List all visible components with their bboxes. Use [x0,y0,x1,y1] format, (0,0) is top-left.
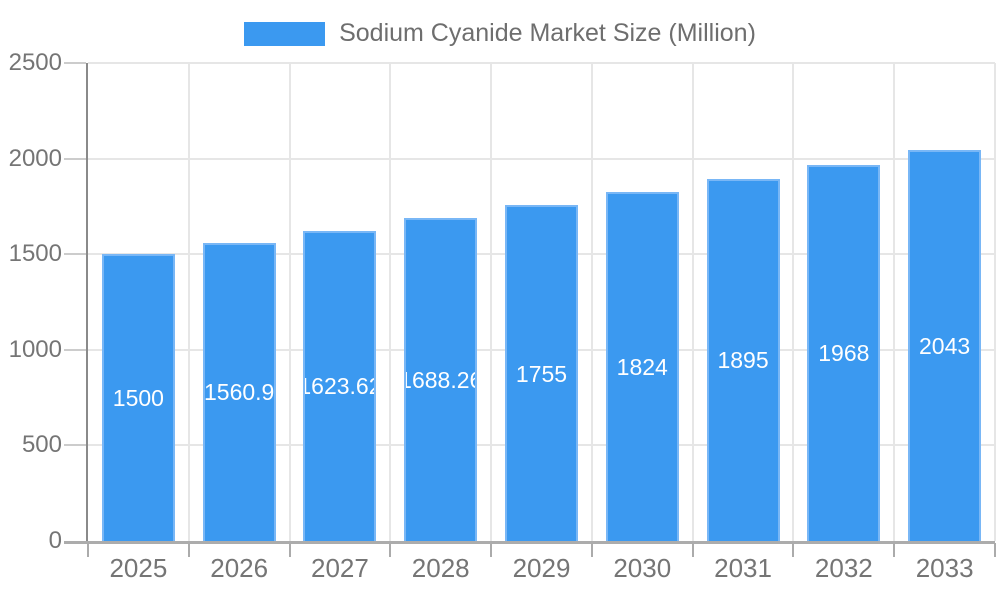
plot-area: 1500 1560.9 1623.62 1688.26 1755 1824 1895 1968… [88,62,996,541]
bar-value-label: 1688.26 [406,367,475,394]
x-tick-label-2029: 2029 [512,553,571,583]
bar-value-label: 1560.9 [203,379,275,406]
v-gridline [490,63,493,541]
x-tick-label-2032: 2032 [814,553,873,583]
y-tick-label: 1500 [8,240,62,268]
bar-2033[interactable]: 2043 [908,150,982,541]
v-gridline [590,63,593,541]
x-tick-label-2027: 2027 [311,553,369,583]
y-tick-mark [64,253,86,256]
v-gridline [994,63,996,541]
bar-value-label: 1968 [818,340,870,367]
v-gridline [792,63,795,541]
bar-2026[interactable]: 1560.9 [202,242,276,541]
bar-2027[interactable]: 1623.62 [303,230,377,541]
y-tick-label: 2000 [8,144,62,172]
x-tick-mark [87,543,89,557]
bar-value-label: 1755 [515,360,568,387]
v-gridline [893,63,896,541]
bar-value-label: 2043 [919,333,971,360]
x-tick-label-2031: 2031 [714,553,772,583]
legend-item[interactable]: Sodium Cyanide Market Size (Million) [0,19,1000,48]
x-tick-mark [187,543,190,557]
bar-value-label: 1824 [616,354,668,381]
y-tick-label: 1000 [8,335,62,363]
x-tick-label-2026: 2026 [210,553,269,583]
x-tick-mark [691,543,694,557]
bar-2029[interactable]: 1755 [505,205,578,541]
bar-2028[interactable]: 1688.26 [404,218,478,541]
x-tick-mark [288,543,291,557]
y-tick-mark [64,444,86,447]
x-tick-label-2033: 2033 [915,553,974,583]
x-tick-mark [893,543,896,557]
h-gridline [88,62,995,64]
legend-label: Sodium Cyanide Market Size (Million) [339,19,756,47]
x-tick-mark [994,543,996,557]
bar-value-label: 1623.62 [305,373,374,400]
x-tick-label-2028: 2028 [411,553,470,583]
y-tick-label: 0 [48,527,62,554]
bar-2032[interactable]: 1968 [807,164,881,541]
v-gridline [691,63,694,541]
v-gridline [288,63,291,541]
legend-swatch [244,21,326,46]
y-tick-label: 500 [21,431,62,459]
x-tick-label-2030: 2030 [613,553,672,583]
bar-value-label: 1895 [717,347,769,374]
x-tick-mark [490,543,493,557]
bar-2031[interactable]: 1895 [706,178,780,541]
bar-value-label: 1500 [112,385,164,412]
y-axis-line [86,63,88,541]
y-tick-mark [64,62,86,64]
x-tick-mark [389,543,392,557]
x-tick-mark [590,543,593,557]
x-tick-mark [792,543,795,557]
v-gridline [187,63,190,541]
y-tick-label: 2500 [8,49,62,76]
v-gridline [389,63,392,541]
bar-2025[interactable]: 1500 [101,254,175,541]
bar-2030[interactable]: 1824 [605,192,679,541]
x-tick-label-2025: 2025 [109,553,168,583]
y-tick-mark [64,157,86,160]
x-axis-line [64,541,995,544]
h-gridline [88,157,995,160]
y-tick-mark [64,348,86,351]
